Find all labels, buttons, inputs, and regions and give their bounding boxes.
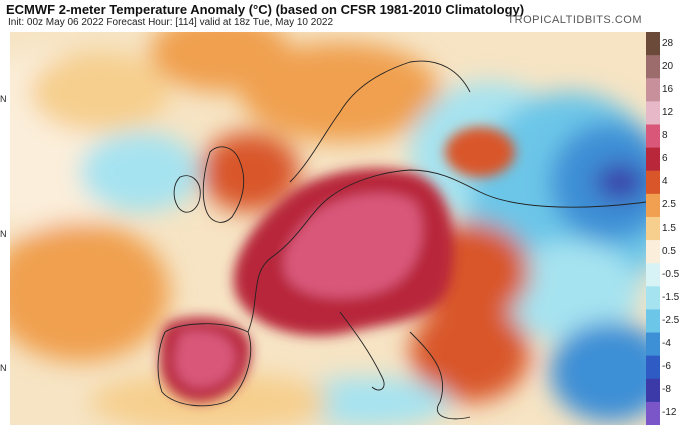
colorbar-segment	[646, 78, 660, 102]
colorbar-label: 16	[662, 83, 674, 95]
colorbar-segment	[646, 55, 660, 79]
colorbar-segment	[646, 240, 660, 264]
colorbar-segment	[646, 286, 660, 310]
anomaly-map-svg	[10, 32, 646, 425]
colorbar-segment	[646, 332, 660, 357]
colorbar-label: 1.5	[662, 222, 676, 234]
lat-label-north-2: N	[0, 229, 7, 239]
colorbar-label: 6	[662, 153, 668, 165]
balkans-outline	[409, 331, 471, 420]
colorbar-label: -4	[662, 338, 671, 350]
colorbar-label: -2.5	[662, 314, 680, 326]
colorbar-segment	[646, 124, 660, 149]
colorbar-segment	[646, 193, 660, 218]
colorbar-segment	[646, 216, 660, 241]
colorbar-segment	[646, 355, 660, 380]
colorbar-segment	[646, 309, 660, 334]
colorbar-segment	[646, 263, 660, 287]
map-subtitle: Init: 00z May 06 2022 Forecast Hour: [11…	[8, 17, 333, 28]
colorbar-segment	[646, 32, 660, 56]
colorbar-label: 12	[662, 106, 674, 118]
colorbar-segment	[646, 378, 660, 403]
map-title: ECMWF 2-meter Temperature Anomaly (°C) (…	[6, 2, 525, 17]
coastlines	[157, 60, 646, 420]
colorbar	[646, 32, 660, 426]
colorbar-label: 28	[662, 37, 674, 49]
italy-outline	[339, 311, 385, 391]
colorbar-label: 8	[662, 130, 668, 142]
scandinavia-outline	[289, 60, 471, 183]
colorbar-label: -1.5	[662, 291, 680, 303]
colorbar-label: -0.5	[662, 268, 680, 280]
colorbar-segment	[646, 170, 660, 195]
colorbar-segment	[646, 147, 660, 172]
colorbar-svg	[646, 32, 660, 426]
colorbar-label: 4	[662, 176, 668, 188]
continent-coast	[247, 169, 646, 333]
iberia-outline	[157, 323, 252, 407]
colorbar-label: -12	[662, 407, 677, 419]
anomaly-map	[10, 32, 646, 425]
lat-label-north-3: N	[0, 363, 7, 373]
lat-label-north-1: N	[0, 94, 7, 104]
ireland-outline	[173, 175, 201, 213]
colorbar-segment	[646, 101, 660, 125]
brand-watermark: TROPICALTIDBITS.COM	[507, 14, 642, 26]
header: ECMWF 2-meter Temperature Anomaly (°C) (…	[0, 0, 680, 32]
colorbar-label: -8	[662, 384, 671, 396]
colorbar-label: 0.5	[662, 245, 676, 257]
colorbar-label: -6	[662, 361, 671, 373]
colorbar-label: 20	[662, 60, 674, 72]
great-britain-outline	[202, 146, 245, 223]
colorbar-label: 2.5	[662, 199, 676, 211]
colorbar-segment	[646, 401, 660, 426]
